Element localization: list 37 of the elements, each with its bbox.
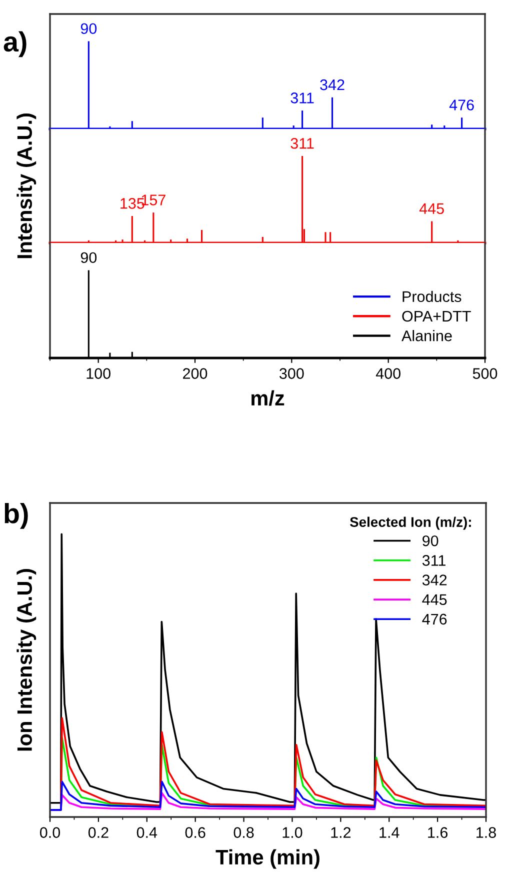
legend-label: 445 — [422, 594, 447, 606]
x-tick-label: 0.6 — [185, 827, 206, 838]
legend-label: 311 — [422, 555, 446, 566]
x-tick-label: 0.4 — [136, 827, 158, 838]
x-tick-label: 1.0 — [282, 827, 302, 838]
x-tick-label: 100 — [86, 368, 110, 379]
legend-label: Alanine — [402, 330, 452, 342]
legend-label: OPA+DTT — [402, 310, 471, 322]
annotation: 445 — [419, 203, 444, 214]
legend-label: Products — [402, 290, 462, 302]
annotation: 311 — [290, 138, 314, 149]
x-tick-label: 1.2 — [331, 827, 351, 838]
chart-title: a) — [4, 31, 26, 58]
x-tick-label: 0.2 — [88, 827, 108, 838]
y-axis-title: Ion Intensity (A.U.) — [16, 569, 36, 751]
legend-label: 342 — [422, 574, 447, 586]
x-tick-label: 0.8 — [234, 827, 254, 838]
x-tick-label: 1.6 — [428, 827, 448, 838]
legend-label: 476 — [422, 614, 447, 625]
y-axis-title: Intensity (A.U.) — [16, 114, 36, 258]
x-tick-label: 200 — [183, 368, 208, 379]
x-tick-label: 0.0 — [40, 827, 60, 838]
x-tick-label: 1.8 — [476, 827, 496, 838]
annotation: 90 — [80, 252, 97, 264]
annotation: 342 — [320, 79, 344, 90]
legend-label: 90 — [422, 535, 438, 546]
annotation: 476 — [449, 100, 474, 110]
x-tick-label: 300 — [280, 368, 304, 379]
annotation: 90 — [80, 23, 97, 34]
legend-title: Selected Ion (m/z): — [350, 516, 471, 530]
x-tick-label: 400 — [376, 368, 400, 379]
x-axis-title: Time (min) — [216, 849, 320, 869]
x-tick-label: 1.4 — [380, 827, 400, 838]
x-axis-title: m/z — [252, 390, 284, 406]
chart-title: b) — [4, 503, 28, 529]
x-tick-label: 500 — [472, 368, 498, 379]
annotation: 311 — [290, 92, 314, 104]
